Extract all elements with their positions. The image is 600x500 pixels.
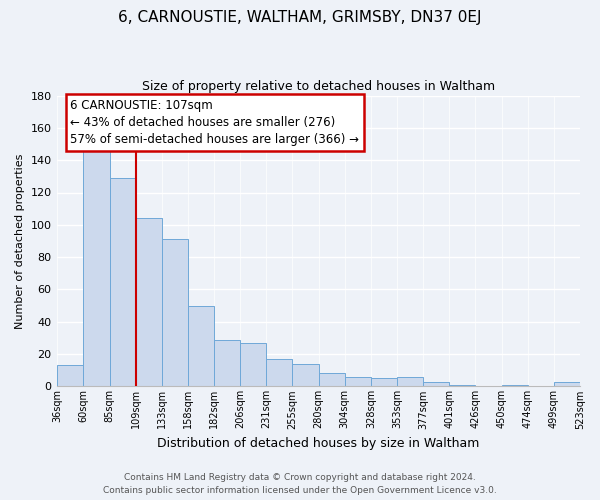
Bar [266,359,292,386]
Bar [449,385,475,386]
Bar [162,240,188,386]
Text: Contains HM Land Registry data © Crown copyright and database right 2024.
Contai: Contains HM Land Registry data © Crown c… [103,474,497,495]
Text: 6 CARNOUSTIE: 107sqm
← 43% of detached houses are smaller (276)
57% of semi-deta: 6 CARNOUSTIE: 107sqm ← 43% of detached h… [70,99,359,146]
Bar [83,146,110,386]
X-axis label: Distribution of detached houses by size in Waltham: Distribution of detached houses by size … [157,437,480,450]
Bar [214,340,240,386]
Bar [371,378,397,386]
Text: 6, CARNOUSTIE, WALTHAM, GRIMSBY, DN37 0EJ: 6, CARNOUSTIE, WALTHAM, GRIMSBY, DN37 0E… [118,10,482,25]
Bar [554,382,580,386]
Bar [292,364,319,386]
Y-axis label: Number of detached properties: Number of detached properties [15,154,25,328]
Bar [110,178,136,386]
Title: Size of property relative to detached houses in Waltham: Size of property relative to detached ho… [142,80,495,93]
Bar [57,366,83,386]
Bar [397,376,423,386]
Bar [423,382,449,386]
Bar [188,306,214,386]
Bar [502,385,528,386]
Bar [240,343,266,386]
Bar [319,374,345,386]
Bar [136,218,162,386]
Bar [345,376,371,386]
